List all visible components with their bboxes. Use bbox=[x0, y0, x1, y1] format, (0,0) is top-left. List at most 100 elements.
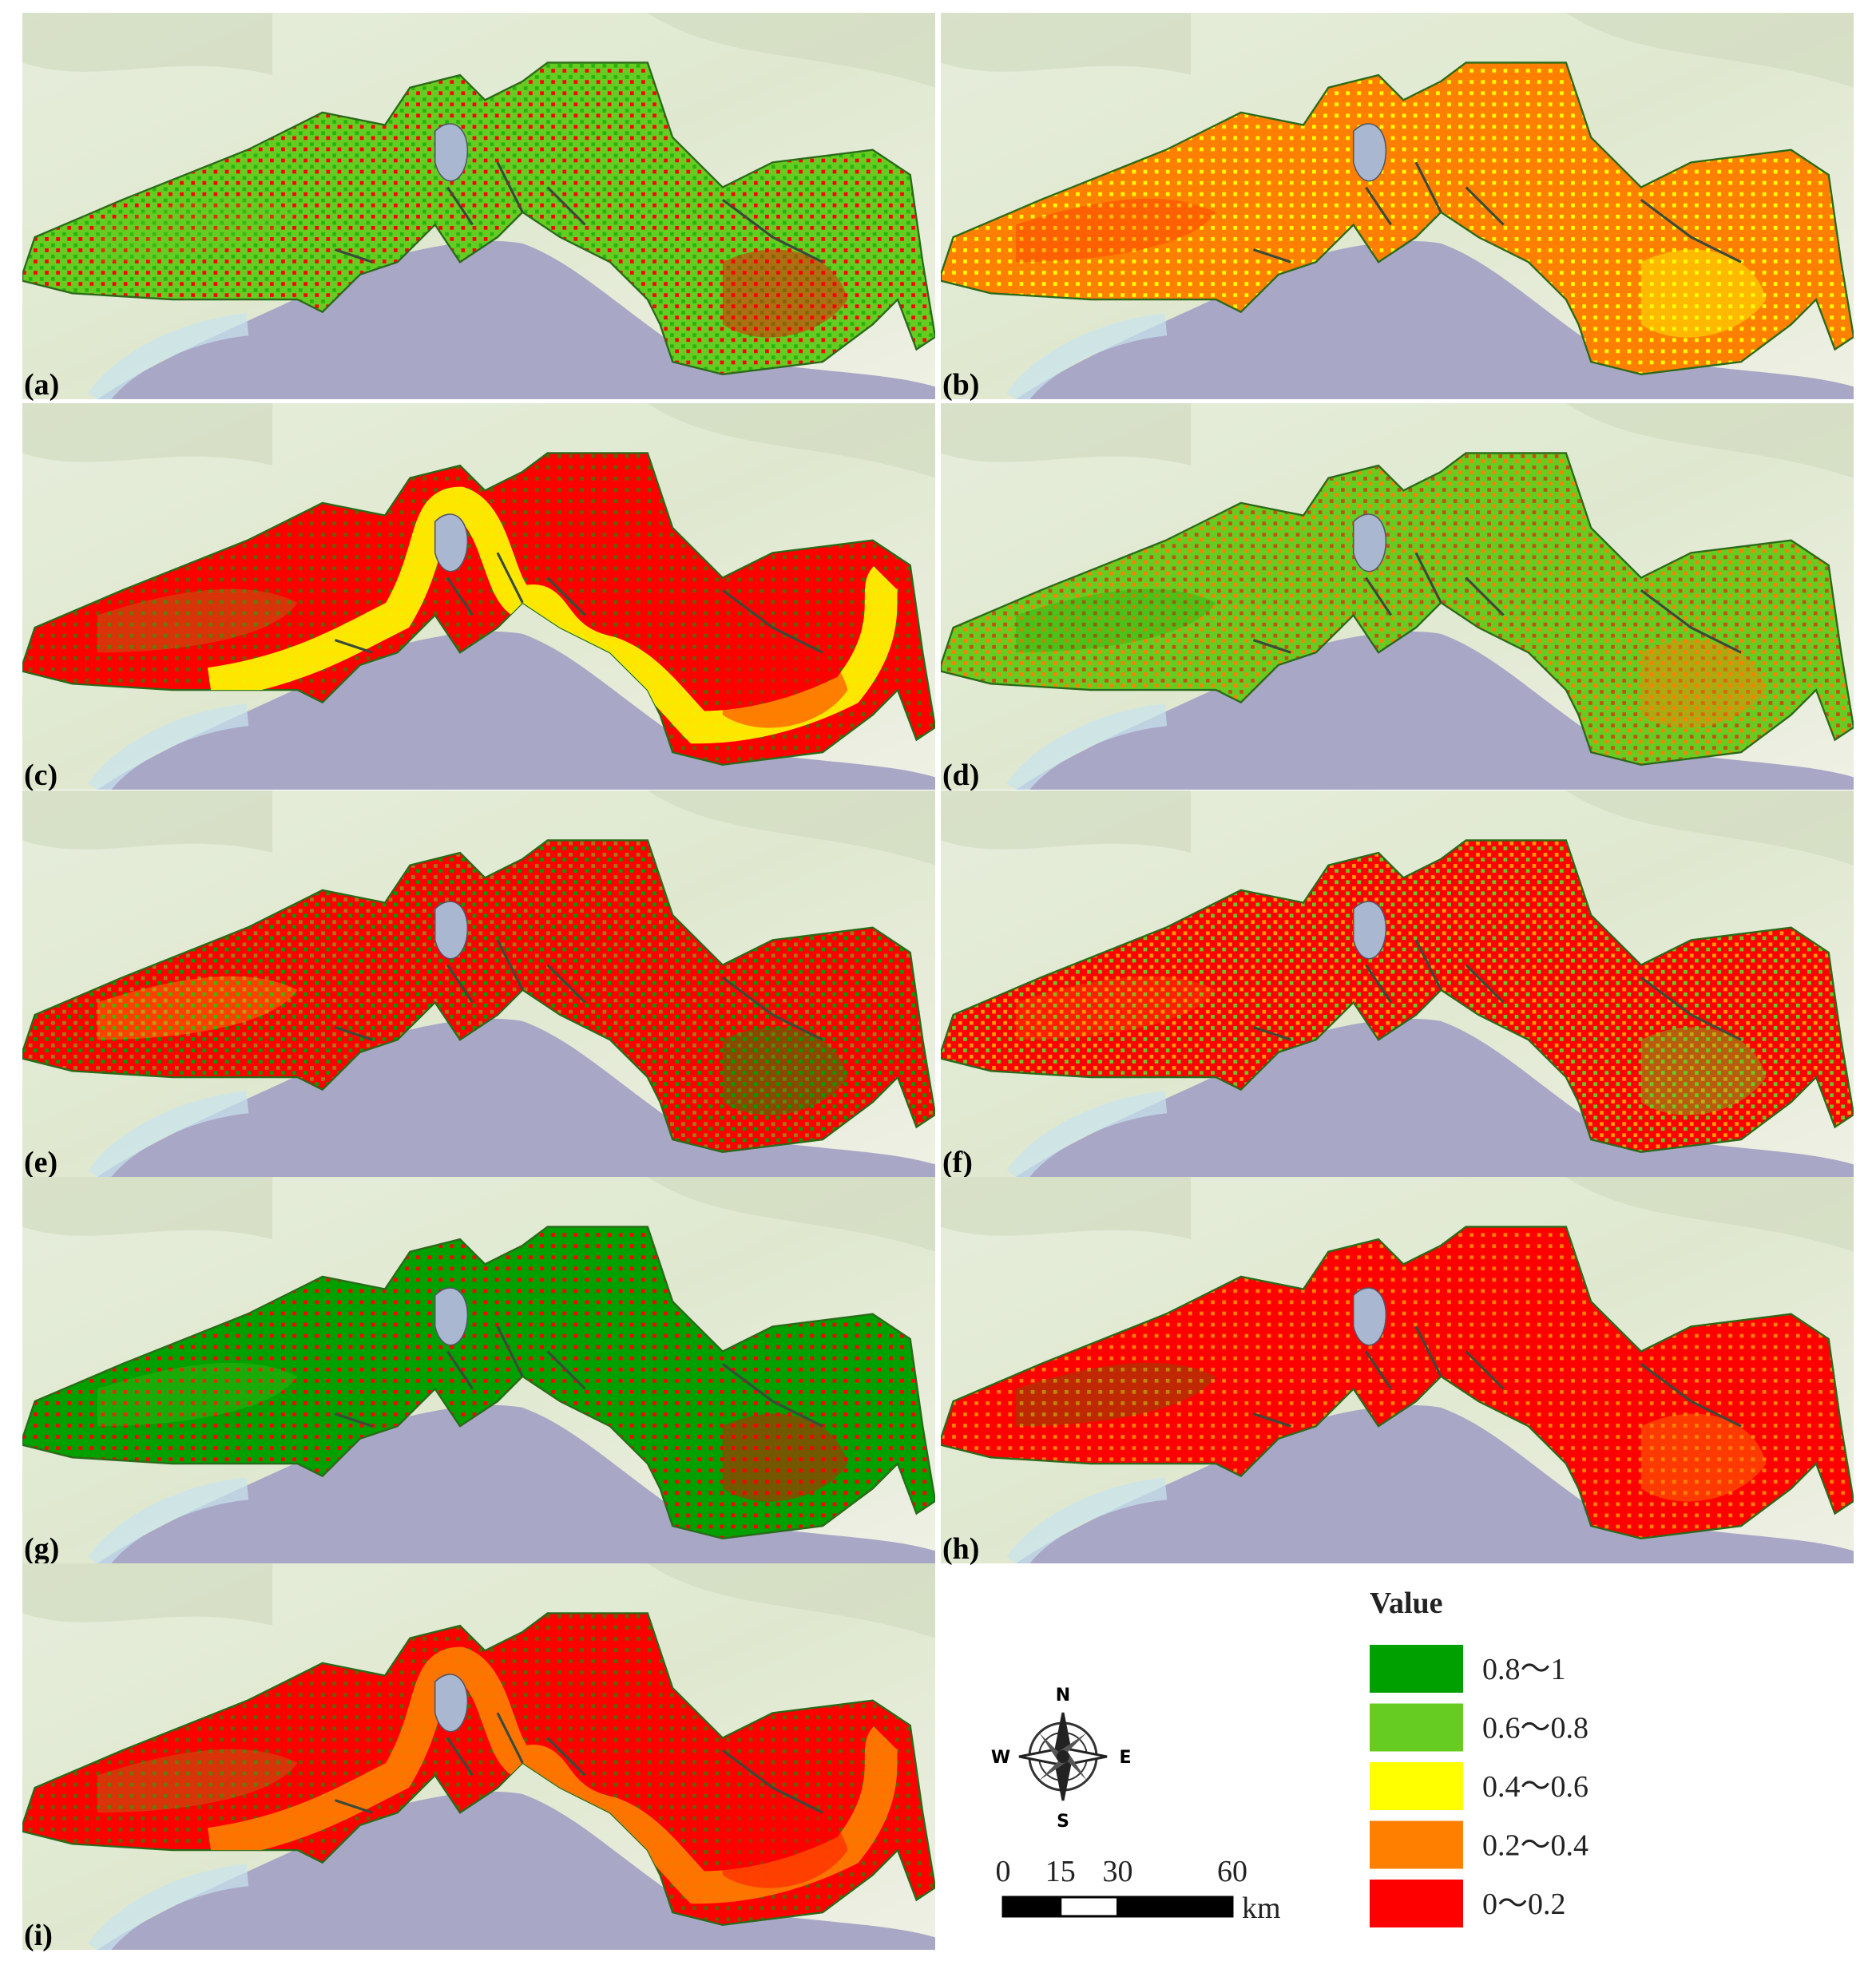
patch bbox=[722, 1800, 848, 1888]
patch bbox=[97, 1749, 298, 1813]
compass-s: S bbox=[1057, 1812, 1069, 1832]
scale-bar: 0 15 30 60 km bbox=[996, 1855, 1281, 1925]
patch bbox=[722, 640, 848, 728]
patch bbox=[1015, 976, 1216, 1040]
panel-label: (g) bbox=[24, 1532, 59, 1566]
region-detail bbox=[1015, 588, 1767, 728]
rivers bbox=[1252, 552, 1742, 654]
terrain bbox=[22, 13, 935, 88]
region-detail bbox=[97, 1646, 899, 1904]
map-panel bbox=[22, 1563, 935, 1950]
sea-shore bbox=[1006, 1477, 1168, 1563]
legend: Value 0.8～1 0.6～0.8 0.4～0.6 0.2～0.4 0～0.2 bbox=[1370, 1587, 1588, 1927]
terrain bbox=[941, 790, 1854, 866]
scale-label: 30 bbox=[1103, 1855, 1133, 1888]
lake bbox=[434, 1287, 469, 1346]
scale-label: 15 bbox=[1045, 1855, 1076, 1888]
sea-shore bbox=[1006, 1091, 1168, 1177]
compass-w: W bbox=[991, 1748, 1010, 1768]
legend-label: 0.2～0.4 bbox=[1482, 1829, 1588, 1863]
terrain bbox=[941, 1177, 1854, 1252]
compass-n: N bbox=[1056, 1686, 1070, 1705]
patch bbox=[1640, 249, 1767, 338]
sea-shore bbox=[88, 1091, 249, 1177]
sea-shore bbox=[1006, 313, 1168, 399]
region-detail bbox=[97, 1362, 848, 1502]
rivers bbox=[334, 552, 823, 654]
lake bbox=[1352, 1287, 1387, 1346]
region-detail bbox=[1015, 1362, 1767, 1502]
terrain bbox=[22, 1563, 935, 1638]
rivers bbox=[334, 1325, 823, 1428]
legend-label: 0.8～1 bbox=[1482, 1653, 1566, 1686]
patch bbox=[722, 1027, 848, 1115]
map-panel bbox=[941, 1177, 1854, 1563]
legend-label: 0～0.2 bbox=[1482, 1888, 1566, 1921]
map-panel bbox=[22, 790, 935, 1177]
terrain bbox=[941, 403, 1854, 478]
panel-label: (h) bbox=[942, 1532, 979, 1566]
map-panel bbox=[941, 403, 1854, 790]
terrain bbox=[22, 1177, 935, 1252]
patch bbox=[722, 1413, 848, 1502]
lake bbox=[434, 901, 469, 960]
map-panel bbox=[941, 790, 1854, 1177]
legend-swatch bbox=[1370, 1820, 1463, 1869]
rivers bbox=[334, 939, 823, 1041]
scale-segment bbox=[1001, 1896, 1062, 1918]
region-detail bbox=[1015, 976, 1767, 1115]
map-panel bbox=[941, 13, 1854, 399]
patch bbox=[1640, 640, 1767, 728]
panel-label: (b) bbox=[942, 368, 979, 402]
panel-label: (i) bbox=[24, 1919, 53, 1952]
sea-shore bbox=[88, 703, 249, 790]
map-panel bbox=[22, 403, 935, 790]
region-detail bbox=[97, 486, 899, 744]
legend-swatch bbox=[1370, 1762, 1463, 1810]
patch bbox=[1015, 198, 1216, 263]
terrain bbox=[22, 403, 935, 478]
patch bbox=[722, 249, 848, 338]
legend-swatch bbox=[1370, 1703, 1463, 1752]
patch bbox=[97, 198, 298, 263]
sea-shore bbox=[1006, 703, 1168, 790]
terrain bbox=[941, 13, 1854, 88]
patch bbox=[1015, 1362, 1216, 1427]
panel-label: (a) bbox=[24, 368, 59, 402]
panel-label: (d) bbox=[942, 759, 979, 792]
patch bbox=[1640, 1413, 1767, 1502]
coastal-band bbox=[207, 1646, 899, 1904]
legend-swatch bbox=[1370, 1645, 1463, 1693]
map-panel bbox=[22, 13, 935, 399]
region-detail bbox=[1015, 198, 1767, 338]
region-detail bbox=[97, 976, 848, 1115]
patch bbox=[97, 976, 298, 1040]
lake bbox=[434, 123, 469, 182]
region-detail bbox=[97, 198, 848, 338]
rivers bbox=[1252, 939, 1742, 1041]
lake bbox=[434, 1674, 469, 1733]
scale-label: 60 bbox=[1217, 1855, 1247, 1888]
compass: N S W E bbox=[991, 1686, 1132, 1832]
map-panel bbox=[22, 1177, 935, 1563]
legend-label: 0.4～0.6 bbox=[1482, 1770, 1588, 1804]
terrain bbox=[22, 790, 935, 866]
scale-unit: km bbox=[1242, 1892, 1281, 1925]
scale-segment bbox=[1059, 1896, 1119, 1918]
map-panels: (a) (b) (c) (d) (e) (f) (g) (h) (i) bbox=[22, 13, 1854, 1952]
patch bbox=[97, 1362, 298, 1427]
patch bbox=[1640, 1027, 1767, 1115]
scale-segment bbox=[1116, 1896, 1234, 1918]
panel-label: (c) bbox=[24, 759, 58, 792]
sea-shore bbox=[88, 1864, 249, 1950]
lake bbox=[1352, 901, 1387, 960]
patch bbox=[97, 588, 298, 653]
lake bbox=[1352, 123, 1387, 182]
rivers bbox=[334, 161, 823, 263]
panel-label: (f) bbox=[942, 1146, 973, 1179]
rivers bbox=[334, 1712, 823, 1814]
compass-e: E bbox=[1119, 1748, 1131, 1768]
patch bbox=[1015, 588, 1216, 653]
rivers bbox=[1252, 161, 1742, 263]
